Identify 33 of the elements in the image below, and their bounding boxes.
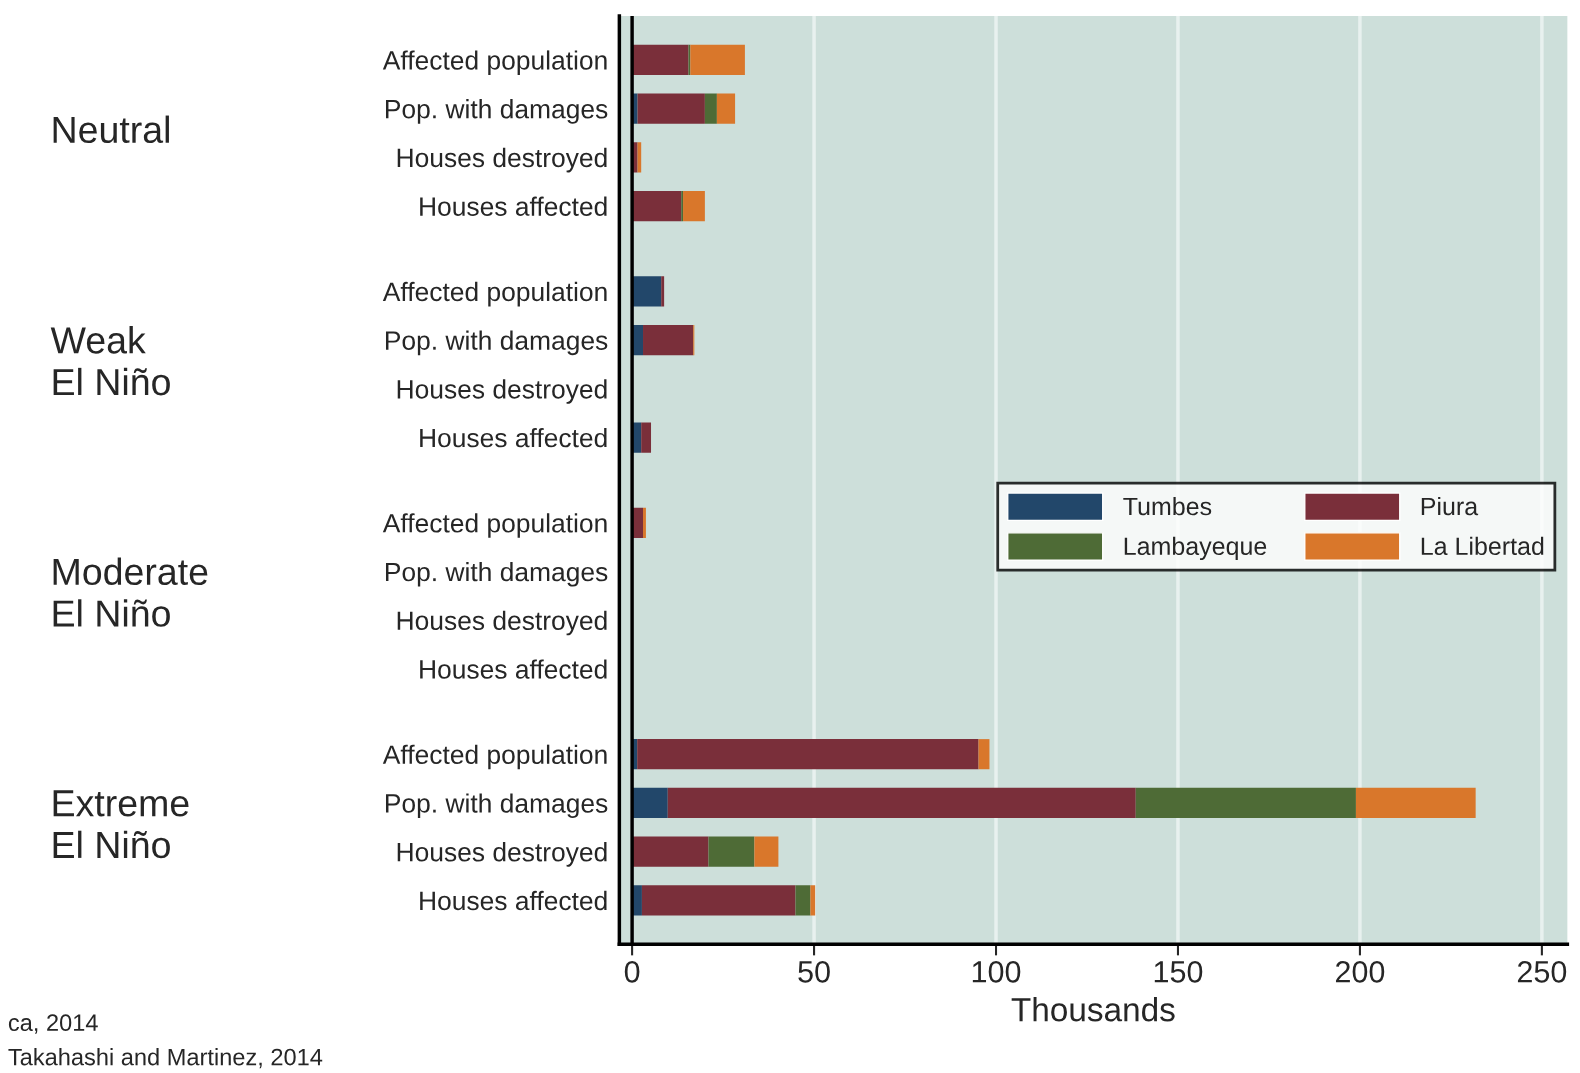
x-tick-label: 250 [1517, 961, 1567, 983]
text: Weak El Niño [50, 326, 170, 396]
x-axis-title: Thousands [1011, 997, 1175, 1022]
legend-label: La Libertad [1421, 536, 1544, 556]
y-tick-label: Pop. with damages [385, 561, 608, 587]
legend-label: Piura [1421, 496, 1479, 516]
text: Neutral [53, 115, 169, 144]
text: Moderate El Niño [53, 557, 208, 627]
y-tick-label: Affected population [382, 513, 607, 538]
x-tick-label: 200 [1335, 961, 1385, 983]
y-tick-label: Houses destroyed [397, 147, 607, 173]
y-tick-label: Affected population [382, 281, 607, 307]
y-tick-label: Houses affected [420, 196, 607, 216]
x-tick-label: 50 [798, 961, 830, 983]
y-tick-label: Pop. with damages [385, 99, 608, 124]
x-tick-label: 0 [624, 961, 640, 983]
legend-label: Tumbes [1123, 496, 1212, 516]
x-tick-label: 100 [972, 961, 1021, 983]
y-tick-label: Houses affected [420, 890, 607, 911]
y-tick-label: Houses destroyed [397, 379, 607, 404]
text: Takahashi and Martinez, 2014 [8, 1048, 323, 1069]
x-tick-label: 150 [1154, 961, 1203, 983]
y-tick-label: Houses affected [420, 427, 607, 448]
text: Extreme El Niño [53, 790, 189, 859]
y-tick-label: Houses destroyed [397, 610, 607, 636]
y-tick-label: Houses destroyed [397, 842, 607, 867]
y-tick-label: Affected population [382, 50, 607, 75]
y-tick-label: Houses affected [420, 659, 607, 679]
y-tick-label: Pop. with damages [385, 793, 608, 818]
y-tick-label: Pop. with damages [385, 330, 608, 356]
text: ca, 2014 [8, 1014, 98, 1034]
legend-label: Lambayeque [1124, 536, 1267, 561]
y-tick-label: Affected population [382, 744, 607, 770]
